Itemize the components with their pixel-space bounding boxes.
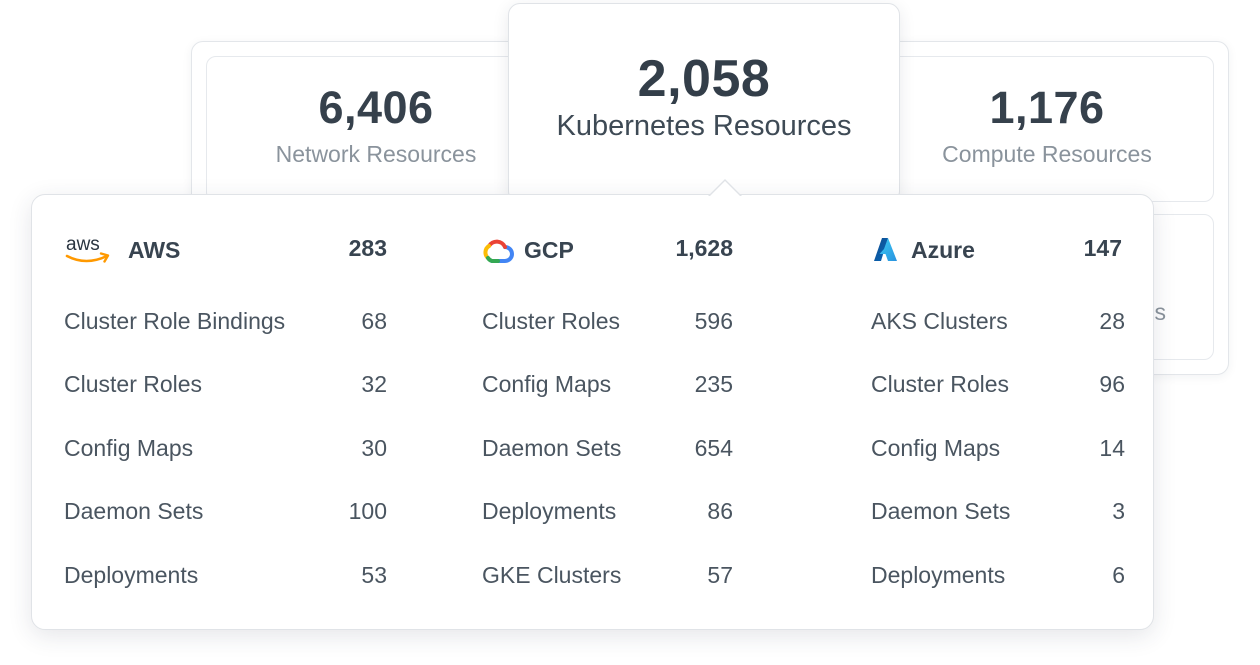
provider-name-azure: Azure (911, 236, 975, 263)
compute-resources-label: Compute Resources (942, 141, 1152, 167)
resource-count: 57 (707, 562, 733, 588)
compute-resources-card[interactable]: 1,176 Compute Resources (880, 56, 1214, 202)
provider-total-azure: 147 (1083, 235, 1122, 261)
provider-header-gcp: GCP (482, 233, 574, 267)
resource-count: 3 (1112, 498, 1125, 524)
provider-name-aws: AWS (128, 236, 181, 263)
provider-total-gcp: 1,628 (675, 235, 733, 261)
network-resources-card[interactable]: 6,406 Network Resources (206, 56, 546, 202)
resource-count: 86 (707, 498, 733, 524)
kubernetes-resources-card[interactable]: 2,058 Kubernetes Resources (508, 3, 900, 203)
resource-label: Cluster Roles (482, 308, 621, 334)
resource-label: GKE Clusters (482, 562, 622, 588)
kubernetes-breakdown-popover: aws AWS 283 Cluster Role Bindings 68 Clu… (31, 179, 1154, 630)
aws-logo-icon: aws (64, 233, 114, 267)
resource-label: Deployments (871, 562, 1006, 588)
google-cloud-logo-icon (482, 237, 514, 263)
network-resources-count: 6,406 (318, 82, 434, 133)
popover-caret (708, 179, 742, 196)
provider-name-gcp: GCP (524, 236, 574, 263)
resource-count: 100 (348, 498, 387, 524)
resource-count: 32 (361, 371, 387, 397)
azure-logo-icon (873, 237, 899, 263)
resource-count: 96 (1099, 371, 1125, 397)
resource-count: 53 (361, 562, 387, 588)
resource-count: 596 (694, 308, 733, 334)
resource-count: 235 (694, 371, 733, 397)
resource-label: Daemon Sets (482, 435, 622, 461)
resource-count: 14 (1099, 435, 1125, 461)
provider-header-azure: Azure (873, 233, 975, 267)
compute-resources-count: 1,176 (989, 82, 1105, 133)
resource-label: Cluster Roles (64, 371, 203, 397)
resource-label: Config Maps (482, 371, 612, 397)
resource-label: Deployments (482, 498, 617, 524)
obscured-card-label-fragment: s (1154, 299, 1167, 325)
resource-label: Config Maps (64, 435, 194, 461)
resource-count: 6 (1112, 562, 1125, 588)
resource-count: 28 (1099, 308, 1125, 334)
resource-count: 68 (361, 308, 387, 334)
resource-label: Daemon Sets (64, 498, 204, 524)
network-resources-label: Network Resources (275, 141, 477, 167)
svg-text:aws: aws (66, 234, 100, 255)
provider-total-aws: 283 (348, 235, 387, 261)
kubernetes-resources-label: Kubernetes Resources (556, 110, 852, 142)
provider-header-aws: aws AWS (64, 233, 180, 267)
resource-label: Daemon Sets (871, 498, 1011, 524)
resource-count: 30 (361, 435, 387, 461)
kubernetes-resources-count: 2,058 (637, 50, 771, 108)
resource-count: 654 (694, 435, 733, 461)
resource-label: Cluster Roles (871, 371, 1010, 397)
resource-label: Deployments (64, 562, 199, 588)
resource-label: AKS Clusters (871, 308, 1008, 334)
resource-label: Config Maps (871, 435, 1001, 461)
resource-label: Cluster Role Bindings (64, 308, 286, 334)
